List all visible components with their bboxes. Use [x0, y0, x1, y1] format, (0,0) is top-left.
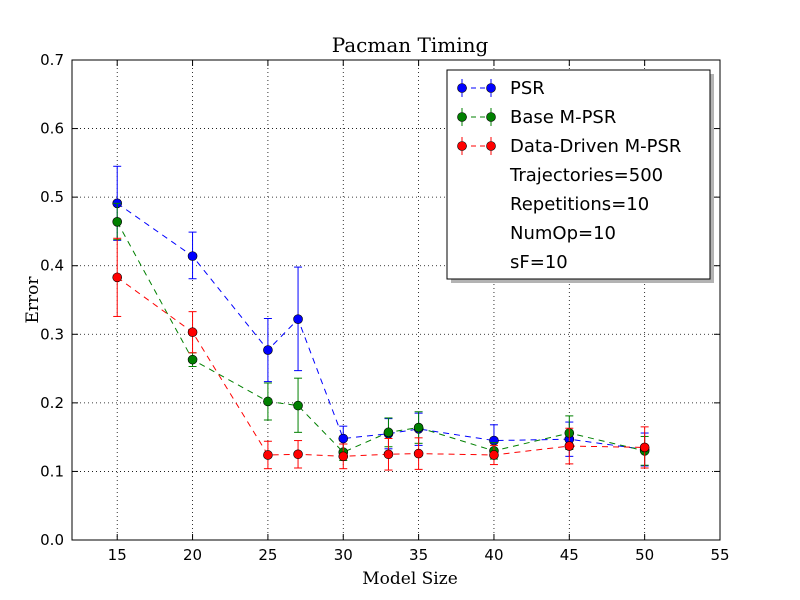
legend-marker [486, 112, 496, 122]
y-tick-label: 0.6 [40, 120, 64, 138]
legend-label: Base M-PSR [510, 107, 616, 128]
tick-layer: 15 20 25 30 35 40 45 50 55 0.0 0.1 0.2 0.3 0.4 0.5 0.6 0… [40, 51, 729, 564]
legend-marker [486, 141, 496, 151]
data-point [413, 448, 424, 459]
x-tick-label: 40 [484, 546, 503, 564]
y-tick-label: 0.3 [40, 325, 64, 343]
legend-extra-label: sF=10 [510, 252, 568, 273]
data-point [489, 450, 499, 460]
data-point [383, 427, 394, 438]
y-axis-title: Error [23, 276, 43, 324]
data-point [293, 449, 303, 460]
data-point [338, 433, 349, 444]
legend-marker [457, 141, 467, 151]
data-point [263, 450, 273, 460]
data-point [383, 449, 394, 460]
x-tick-label: 35 [409, 546, 428, 564]
data-point [187, 327, 198, 338]
plot-frame [71, 59, 721, 541]
legend-label: Data-Driven M-PSR [510, 136, 681, 157]
y-tick-label: 0.4 [40, 257, 64, 275]
x-tick-label: 15 [108, 546, 127, 564]
data-point [263, 345, 273, 355]
y-tick-label: 0.2 [40, 394, 64, 412]
series-line [116, 276, 645, 457]
y-tick-label: 0.7 [40, 51, 64, 69]
legend-extra-label: Repetitions=10 [510, 194, 649, 215]
legend-extra-label: NumOp=10 [510, 223, 616, 244]
data-point [112, 272, 123, 283]
y-tick-label: 0.0 [40, 531, 64, 549]
data-point [564, 441, 575, 451]
legend: PSR Base M-PSR Data-Driven M-PSR Trajectori… [446, 69, 714, 283]
x-tick-label: 55 [710, 546, 729, 564]
series-layer [112, 165, 650, 471]
data-point [112, 217, 123, 227]
x-tick-label: 25 [258, 546, 277, 564]
x-tick-label: 20 [183, 546, 202, 564]
series-line [116, 221, 645, 453]
series-data-driven-m-psr [112, 237, 650, 471]
legend-label: PSR [510, 78, 545, 99]
legend-extra-label: Trajectories=500 [509, 165, 663, 186]
data-point [263, 396, 273, 407]
data-point [413, 422, 424, 433]
y-tick-label: 0.1 [40, 462, 64, 480]
data-point [187, 354, 198, 365]
data-point [293, 314, 303, 325]
legend-box [446, 69, 711, 280]
chart-title: Pacman Timing [332, 33, 489, 57]
series-line [116, 202, 645, 450]
data-point [187, 251, 198, 261]
legend-marker [457, 112, 467, 122]
x-tick-label: 45 [560, 546, 579, 564]
y-tick-label: 0.5 [40, 188, 64, 206]
data-point [293, 400, 303, 411]
x-tick-label: 50 [635, 546, 654, 564]
x-tick-label: 30 [334, 546, 353, 564]
legend-marker [457, 83, 467, 93]
data-point [338, 451, 349, 462]
x-axis-title: Model Size [362, 569, 458, 589]
data-point [639, 442, 650, 453]
legend-marker [486, 83, 496, 93]
